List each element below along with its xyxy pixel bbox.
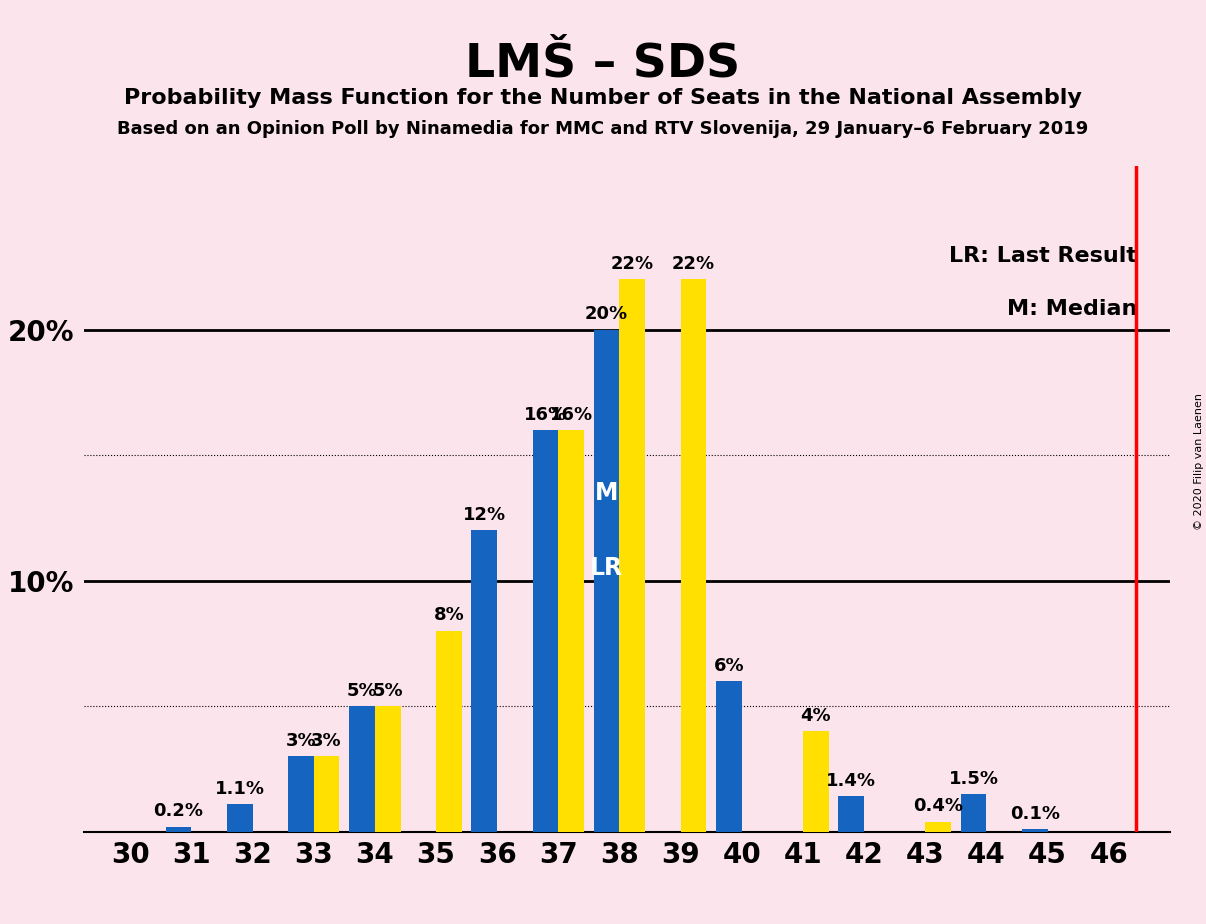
Text: M: Median: M: Median (1007, 299, 1137, 320)
Bar (314, 756, 339, 832)
Bar (593, 330, 620, 832)
Bar (227, 804, 252, 832)
Text: 8%: 8% (433, 606, 464, 625)
Text: 22%: 22% (610, 255, 654, 273)
Text: 16%: 16% (523, 406, 567, 423)
Text: 5%: 5% (347, 682, 377, 699)
Text: 6%: 6% (714, 657, 744, 675)
Bar (1021, 829, 1048, 832)
Bar (680, 279, 707, 832)
Text: LMŠ – SDS: LMŠ – SDS (466, 42, 740, 87)
Bar (925, 821, 950, 832)
Text: 5%: 5% (373, 682, 403, 699)
Text: LR: LR (590, 556, 624, 580)
Text: 0.1%: 0.1% (1009, 805, 1060, 822)
Text: 1.1%: 1.1% (215, 780, 265, 797)
Text: 1.4%: 1.4% (826, 772, 877, 790)
Text: LR: Last Result: LR: Last Result (949, 246, 1137, 266)
Bar (288, 756, 314, 832)
Text: 4%: 4% (801, 707, 831, 725)
Bar (165, 827, 192, 832)
Text: 0.4%: 0.4% (913, 797, 964, 815)
Bar (716, 681, 742, 832)
Bar (533, 430, 558, 832)
Bar (437, 631, 462, 832)
Text: 3%: 3% (311, 732, 341, 750)
Text: 1.5%: 1.5% (949, 770, 999, 787)
Text: Probability Mass Function for the Number of Seats in the National Assembly: Probability Mass Function for the Number… (124, 88, 1082, 108)
Bar (375, 706, 400, 832)
Text: Based on an Opinion Poll by Ninamedia for MMC and RTV Slovenija, 29 January–6 Fe: Based on an Opinion Poll by Ninamedia fo… (117, 120, 1089, 138)
Text: 0.2%: 0.2% (153, 802, 204, 821)
Text: 3%: 3% (286, 732, 316, 750)
Text: 16%: 16% (550, 406, 592, 423)
Text: 20%: 20% (585, 305, 628, 323)
Bar (838, 796, 863, 832)
Bar (803, 731, 829, 832)
Text: M: M (595, 480, 619, 505)
Bar (961, 794, 987, 832)
Bar (620, 279, 645, 832)
Text: 22%: 22% (672, 255, 715, 273)
Bar (350, 706, 375, 832)
Text: © 2020 Filip van Laenen: © 2020 Filip van Laenen (1194, 394, 1204, 530)
Text: 12%: 12% (463, 506, 505, 524)
Bar (558, 430, 584, 832)
Bar (472, 530, 497, 832)
